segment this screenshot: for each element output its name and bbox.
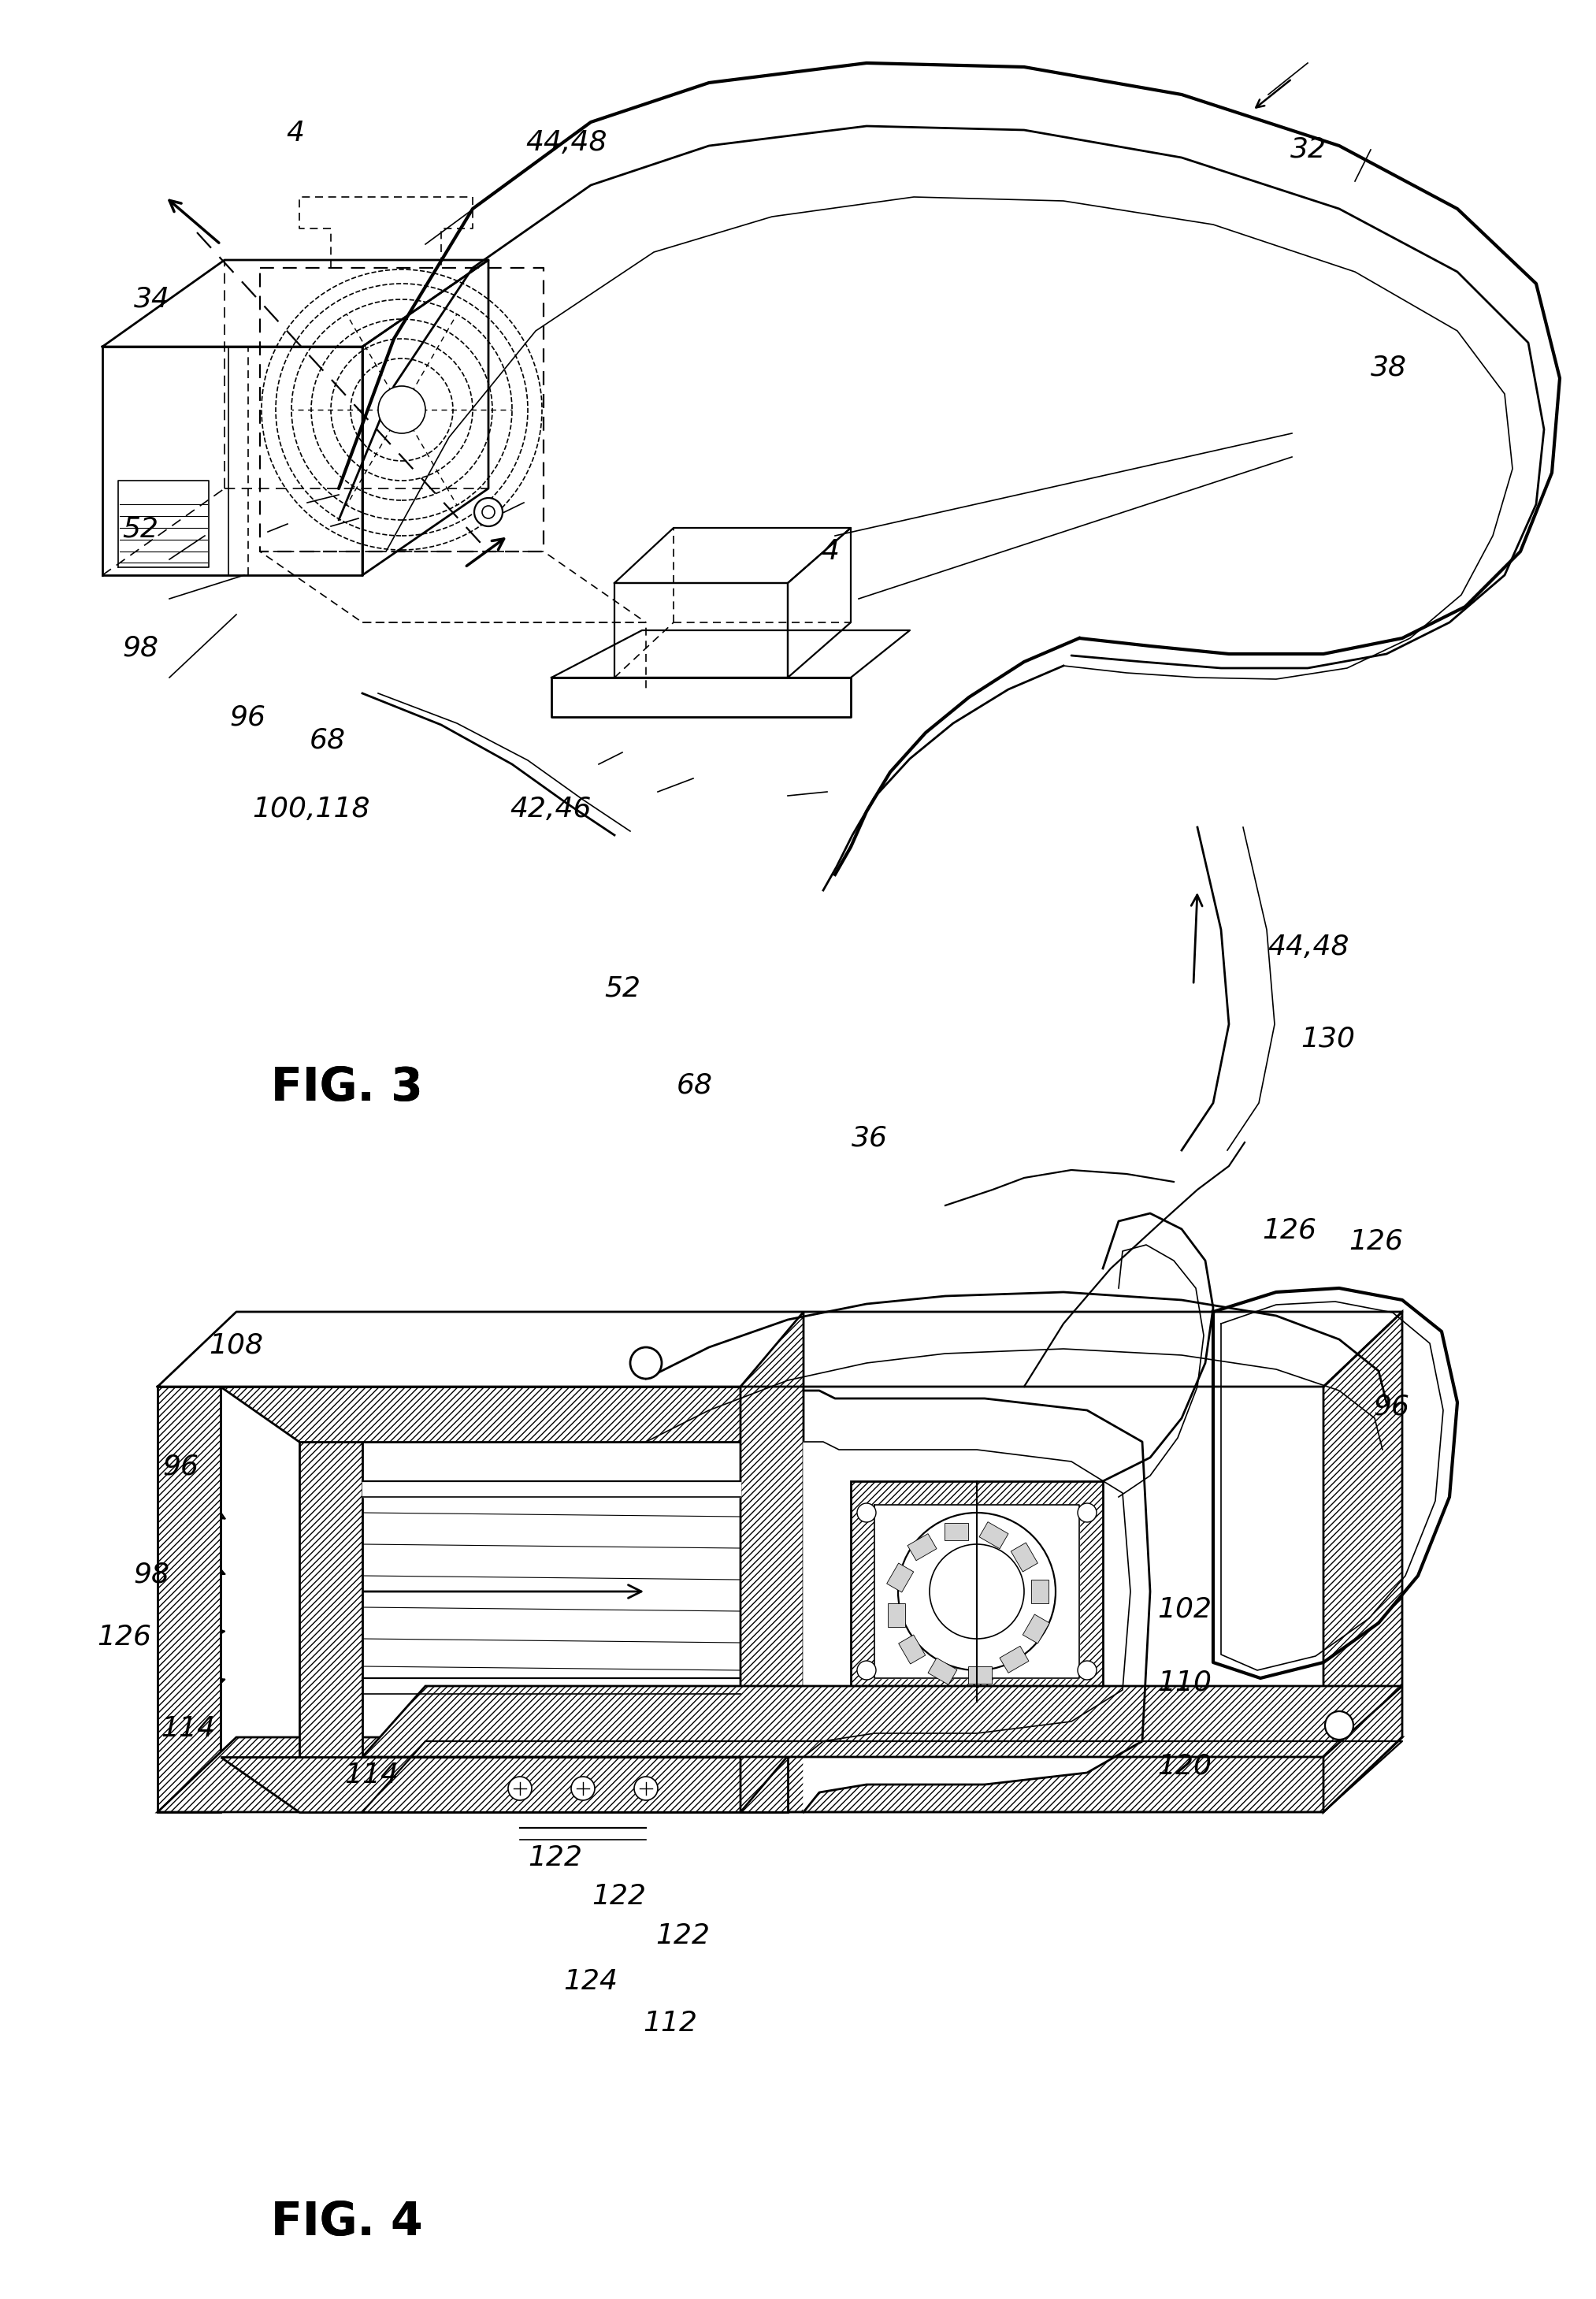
Text: 126: 126 (1349, 1228, 1403, 1255)
Polygon shape (851, 1481, 1103, 1701)
Text: 4: 4 (820, 538, 839, 566)
Bar (1031, 1579, 1049, 1602)
Polygon shape (741, 1313, 803, 1812)
Circle shape (929, 1545, 1025, 1639)
Circle shape (634, 1777, 658, 1800)
Polygon shape (803, 1391, 1151, 1812)
Text: 44,48: 44,48 (525, 129, 608, 156)
Bar (899, 1635, 926, 1664)
Text: 68: 68 (310, 726, 345, 754)
Text: 108: 108 (209, 1331, 263, 1359)
Text: 122: 122 (656, 1922, 710, 1950)
Text: 42,46: 42,46 (509, 795, 592, 823)
Text: 102: 102 (1157, 1596, 1211, 1623)
Text: FIG. 4: FIG. 4 (271, 2200, 423, 2244)
Circle shape (571, 1777, 595, 1800)
Circle shape (1077, 1504, 1096, 1522)
Circle shape (857, 1504, 876, 1522)
Bar (969, 1667, 991, 1683)
Circle shape (508, 1777, 531, 1800)
Polygon shape (875, 1506, 1079, 1678)
Polygon shape (803, 1441, 1130, 1756)
Text: 114: 114 (161, 1715, 215, 1743)
Text: 34: 34 (134, 285, 169, 313)
Polygon shape (362, 1481, 741, 1497)
Circle shape (630, 1347, 662, 1379)
Text: 126: 126 (1262, 1216, 1317, 1244)
Text: FIG. 3: FIG. 3 (271, 1064, 423, 1110)
Text: FIG. 3: FIG. 3 (271, 1064, 423, 1110)
Bar (887, 1563, 913, 1593)
Circle shape (857, 1660, 876, 1681)
Circle shape (899, 1513, 1055, 1671)
Bar (1023, 1614, 1050, 1644)
Text: 52: 52 (605, 975, 640, 1002)
Bar (999, 1646, 1029, 1674)
Text: 130: 130 (1301, 1025, 1355, 1053)
Polygon shape (220, 1756, 788, 1812)
Text: 96: 96 (163, 1453, 198, 1481)
Text: 110: 110 (1157, 1669, 1211, 1697)
Text: 36: 36 (852, 1124, 887, 1152)
Circle shape (474, 499, 503, 526)
Text: 96: 96 (1374, 1393, 1409, 1421)
Text: 4: 4 (286, 120, 305, 147)
Bar (887, 1602, 905, 1628)
Polygon shape (362, 1685, 1403, 1756)
Polygon shape (220, 1386, 788, 1441)
Bar (1010, 1543, 1037, 1573)
Text: 68: 68 (677, 1071, 712, 1099)
Text: 44,48: 44,48 (1267, 933, 1350, 961)
Bar (908, 1533, 937, 1561)
Polygon shape (158, 1386, 220, 1812)
Text: 114: 114 (345, 1761, 399, 1789)
Text: FIG. 4: FIG. 4 (271, 2200, 423, 2244)
Text: 100,118: 100,118 (252, 795, 370, 823)
Bar (980, 1522, 1009, 1550)
Bar (927, 1658, 958, 1685)
Text: 38: 38 (1371, 354, 1406, 382)
Text: 96: 96 (230, 703, 265, 731)
Polygon shape (158, 1738, 1403, 1812)
Circle shape (1325, 1710, 1353, 1740)
Text: 98: 98 (123, 635, 158, 662)
Polygon shape (1213, 1287, 1457, 1678)
Text: 122: 122 (528, 1844, 583, 1871)
Text: 120: 120 (1157, 1752, 1211, 1779)
Circle shape (1077, 1660, 1096, 1681)
Polygon shape (158, 1313, 1403, 1386)
Text: 124: 124 (563, 1968, 618, 1996)
Text: 112: 112 (643, 2009, 697, 2037)
Bar (945, 1522, 969, 1540)
Polygon shape (300, 1395, 362, 1805)
Text: 122: 122 (592, 1883, 646, 1910)
Text: 52: 52 (123, 515, 158, 543)
Text: 126: 126 (97, 1623, 152, 1651)
Text: 32: 32 (1291, 136, 1326, 163)
Text: 98: 98 (134, 1561, 169, 1589)
Circle shape (378, 386, 426, 432)
Polygon shape (1323, 1313, 1403, 1812)
